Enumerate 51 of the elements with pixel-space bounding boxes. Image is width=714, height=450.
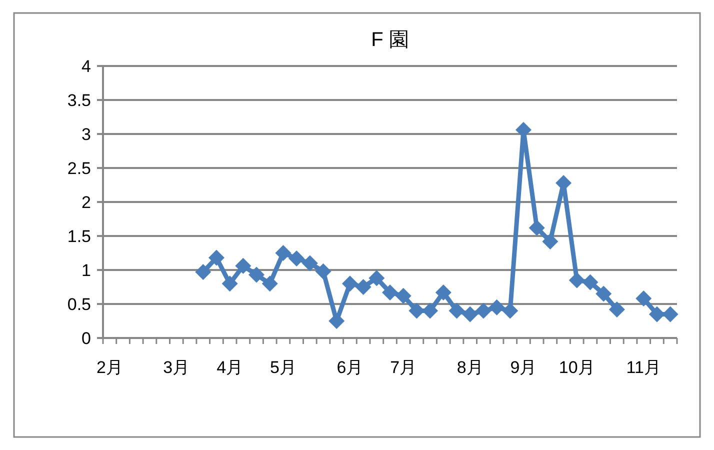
- point: [262, 276, 278, 292]
- y-tick-label: 1.5: [67, 227, 91, 246]
- y-tick-label: 0: [82, 329, 91, 348]
- point: [302, 255, 318, 272]
- point: [502, 302, 518, 319]
- point: [288, 250, 305, 266]
- x-tick-label: 10月: [558, 358, 595, 377]
- point: [315, 263, 332, 280]
- point: [275, 245, 292, 261]
- point: [355, 279, 372, 295]
- point: [342, 276, 358, 292]
- point: [222, 276, 238, 292]
- point: [248, 266, 265, 283]
- point: [368, 270, 385, 286]
- point: [208, 250, 224, 266]
- y-tick-label: 3.5: [67, 91, 91, 110]
- y-tick-label: 0.5: [67, 295, 91, 314]
- point: [488, 299, 505, 316]
- x-tick-label: 8月: [456, 358, 484, 377]
- point: [395, 288, 412, 304]
- point: [608, 301, 625, 318]
- point: [422, 302, 438, 319]
- x-tick-label: 6月: [336, 358, 364, 377]
- point: [462, 306, 478, 322]
- x-tick-label: 3月: [163, 358, 190, 377]
- chart-title: F 園: [371, 29, 409, 51]
- point: [235, 258, 252, 274]
- point: [435, 284, 452, 300]
- x-tick-label: 4月: [216, 358, 244, 377]
- x-tick-label: 7月: [390, 358, 417, 377]
- point: [195, 264, 212, 280]
- x-tick-label: 2月: [96, 358, 123, 377]
- x-tick-label: 5月: [270, 358, 296, 377]
- y-tick-label: 4: [82, 57, 91, 76]
- y-tick-label: 3: [82, 125, 91, 144]
- point: [328, 313, 345, 329]
- y-tick-label: 1: [82, 261, 91, 280]
- point: [648, 306, 665, 322]
- point: [528, 220, 545, 236]
- point: [448, 302, 465, 319]
- point: [542, 233, 558, 250]
- y-tick-label: 2.5: [67, 159, 91, 178]
- point: [596, 286, 612, 302]
- point: [636, 290, 652, 307]
- point: [568, 272, 585, 288]
- x-tick-label: 11月: [626, 358, 661, 377]
- point: [475, 302, 492, 319]
- y-tick-label: 2: [82, 193, 91, 212]
- point: [382, 284, 398, 300]
- point: [582, 274, 598, 290]
- x-tick-label: 9月: [510, 358, 537, 377]
